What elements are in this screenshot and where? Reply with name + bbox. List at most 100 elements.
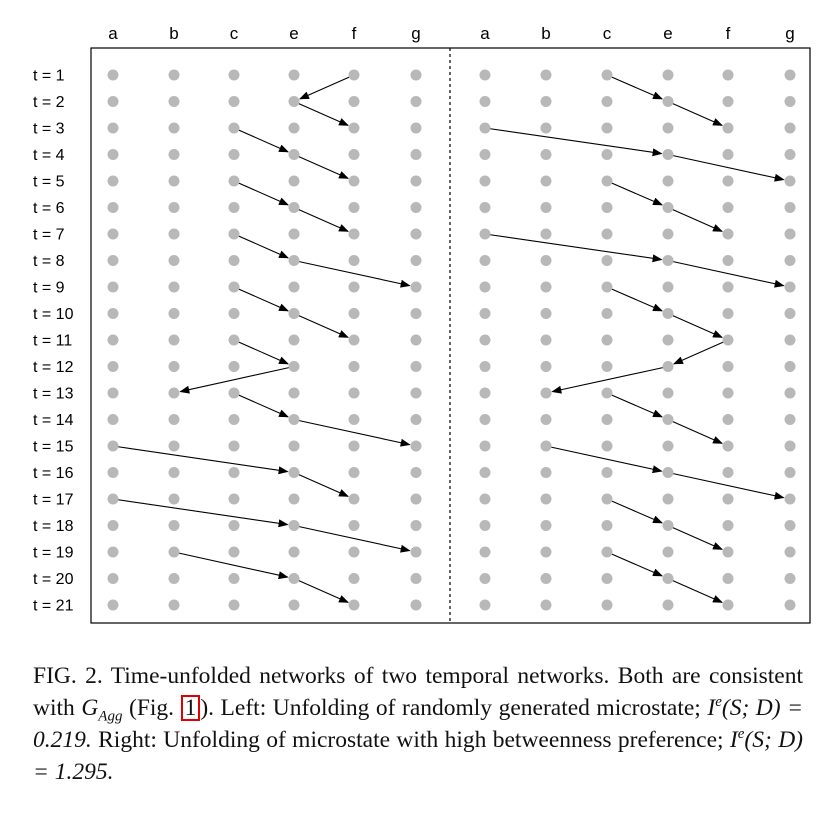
left-node-f-t14	[348, 414, 360, 425]
right-node-e-t2	[662, 96, 674, 107]
right-node-a-t13	[479, 387, 491, 399]
right-node-f-t10	[722, 308, 734, 319]
right-node-b-t9	[540, 281, 552, 293]
right-node-a-t9	[479, 281, 491, 293]
left-node-f-t16	[348, 467, 360, 478]
right-node-a-t15	[479, 440, 491, 452]
right-node-b-t7	[540, 228, 552, 240]
right-node-e-t5	[662, 175, 674, 187]
left-node-f-t13	[348, 387, 360, 399]
left-node-e-t6	[288, 202, 300, 213]
right-column-label-f: f	[726, 24, 731, 43]
left-edge-c-to-e-t13	[233, 392, 289, 418]
right-node-a-t21	[479, 599, 491, 611]
right-node-c-t18	[601, 520, 613, 531]
time-label: t = 6	[33, 200, 65, 217]
time-label: t = 8	[33, 253, 65, 270]
left-edge-e-to-f-t10	[293, 312, 349, 338]
right-node-c-t3	[601, 122, 613, 134]
right-edge-b-to-e-t15	[545, 445, 663, 474]
time-label: t = 3	[33, 121, 65, 138]
right-node-a-t8	[479, 255, 491, 266]
left-node-c-t20	[228, 573, 240, 584]
left-node-g-t8	[410, 255, 422, 266]
right-node-f-t6	[722, 202, 734, 213]
right-node-e-t6	[662, 202, 674, 213]
left-node-a-t5	[107, 175, 119, 187]
left-node-b-t2	[168, 96, 180, 107]
right-node-e-t18	[662, 520, 674, 531]
left-panel	[107, 69, 422, 611]
left-node-c-t14	[228, 414, 240, 425]
left-edge-f-to-e-t1	[299, 74, 355, 100]
left-node-c-t3	[228, 122, 240, 134]
left-node-g-t1	[410, 69, 422, 81]
left-node-c-t17	[228, 493, 240, 505]
right-node-a-t11	[479, 334, 491, 346]
left-node-e-t2	[288, 96, 300, 107]
right-node-f-t21	[722, 599, 734, 611]
left-node-f-t10	[348, 308, 360, 319]
time-label: t = 12	[33, 359, 74, 376]
right-node-c-t1	[601, 69, 613, 81]
left-node-c-t4	[228, 149, 240, 160]
left-node-b-t20	[168, 573, 180, 584]
right-column-label-a: a	[480, 24, 490, 43]
left-column-label-e: e	[289, 24, 298, 43]
right-node-e-t1	[662, 69, 674, 81]
left-node-c-t13	[228, 387, 240, 399]
left-node-a-t17	[107, 493, 119, 505]
right-edge-e-to-f-t18	[667, 524, 723, 550]
left-node-a-t7	[107, 228, 119, 240]
left-edge-e-to-g-t14	[293, 418, 411, 447]
left-node-f-t20	[348, 573, 360, 584]
right-node-c-t10	[601, 308, 613, 319]
caption-right-metric-sup: e	[737, 726, 745, 743]
right-node-c-t17	[601, 493, 613, 505]
right-node-f-t18	[722, 520, 734, 531]
right-node-c-t2	[601, 96, 613, 107]
right-node-f-t1	[722, 69, 734, 81]
left-node-e-t15	[288, 440, 300, 452]
right-edge-f-to-e-t11	[673, 339, 729, 365]
right-node-g-t21	[784, 599, 796, 611]
right-node-e-t20	[662, 573, 674, 584]
right-node-g-t3	[784, 122, 796, 134]
left-node-b-t10	[168, 308, 180, 319]
left-node-e-t17	[288, 493, 300, 505]
left-node-b-t11	[168, 334, 180, 346]
left-node-a-t18	[107, 520, 119, 531]
figure-reference-link[interactable]: 1	[180, 695, 201, 721]
time-label: t = 4	[33, 147, 65, 164]
left-node-a-t21	[107, 599, 119, 611]
right-node-b-t19	[540, 546, 552, 558]
left-node-b-t15	[168, 440, 180, 452]
left-node-g-t14	[410, 414, 422, 425]
left-node-g-t10	[410, 308, 422, 319]
right-node-a-t16	[479, 467, 491, 478]
left-edge-a-to-e-t17	[112, 498, 289, 528]
time-label: t = 13	[33, 386, 74, 403]
left-node-c-t21	[228, 599, 240, 611]
left-node-b-t1	[168, 69, 180, 81]
right-node-f-t13	[722, 387, 734, 399]
left-node-c-t7	[228, 228, 240, 240]
right-node-b-t17	[540, 493, 552, 505]
left-node-a-t12	[107, 361, 119, 372]
left-node-c-t16	[228, 467, 240, 478]
left-edge-e-to-g-t8	[293, 259, 411, 288]
left-node-f-t9	[348, 281, 360, 293]
caption-g-subscript: Agg	[98, 708, 123, 725]
right-node-g-t15	[784, 440, 796, 452]
left-node-f-t7	[348, 228, 360, 240]
left-node-e-t4	[288, 149, 300, 160]
right-node-a-t6	[479, 202, 491, 213]
left-node-f-t21	[348, 599, 360, 611]
left-edge-c-to-e-t7	[233, 233, 289, 259]
right-node-f-t4	[722, 149, 734, 160]
right-node-g-t7	[784, 228, 796, 240]
right-node-b-t10	[540, 308, 552, 319]
right-node-a-t1	[479, 69, 491, 81]
right-node-c-t19	[601, 546, 613, 558]
caption-left-metric-args: (S; D) = 0.219.	[33, 695, 803, 753]
